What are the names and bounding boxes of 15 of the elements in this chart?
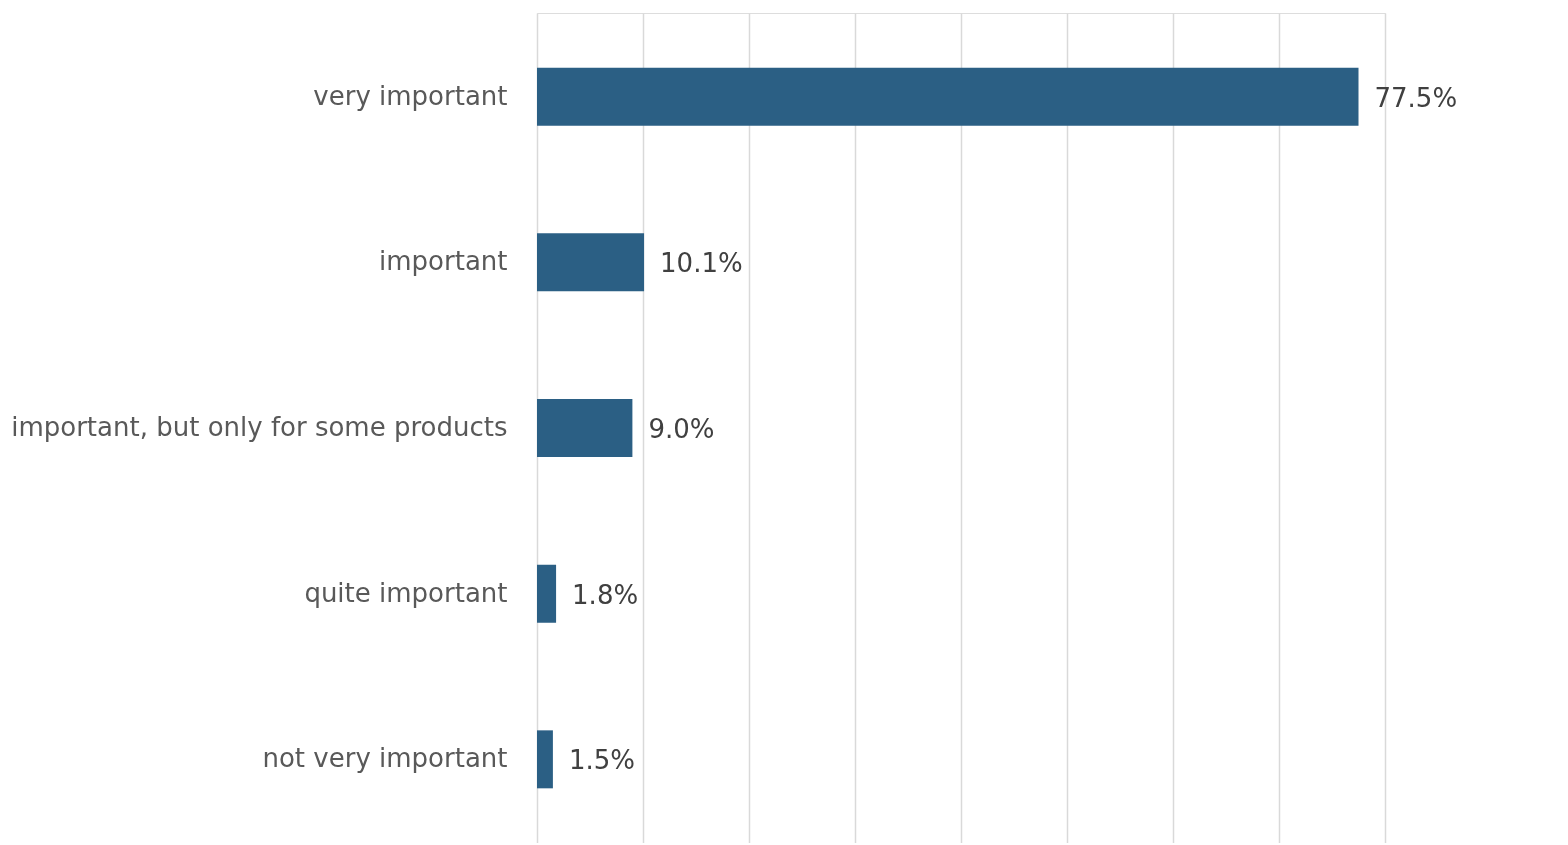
bar bbox=[537, 399, 633, 457]
bar bbox=[537, 233, 645, 292]
data-label: 1.5% bbox=[568, 745, 635, 776]
bar bbox=[537, 730, 553, 789]
bar bbox=[537, 67, 1359, 126]
data-label: 10.1% bbox=[660, 248, 743, 279]
y-tick-label: important, but only for some products bbox=[11, 412, 508, 442]
y-tick-label: very important bbox=[313, 80, 508, 111]
y-tick-label: not very important bbox=[262, 743, 508, 774]
data-label: 1.8% bbox=[572, 579, 639, 610]
data-label: 77.5% bbox=[1374, 82, 1458, 113]
y-tick-label: quite important bbox=[304, 577, 508, 608]
bar bbox=[537, 564, 557, 623]
data-label: 9.0% bbox=[648, 414, 715, 444]
y-tick-label: important bbox=[379, 246, 508, 277]
